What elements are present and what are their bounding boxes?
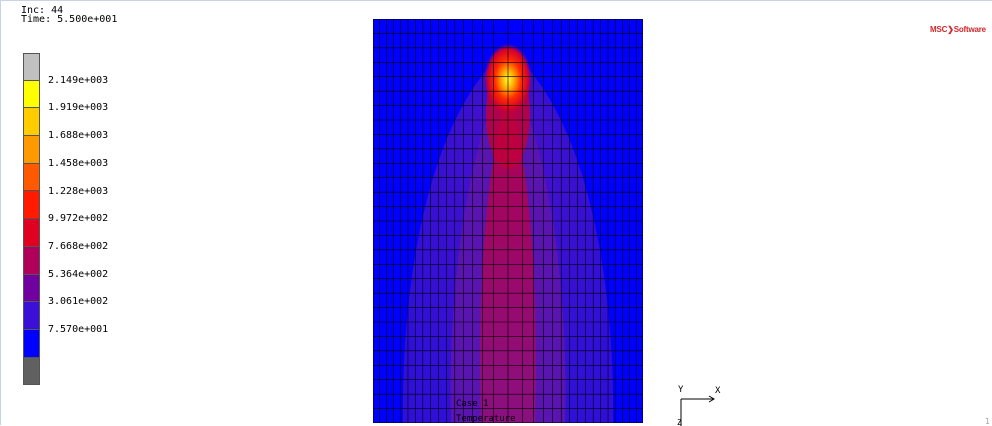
time-readout: Time: 5.500e+001: [21, 14, 117, 25]
mesh-grid: [373, 19, 643, 423]
axis-triad: Y X Z: [677, 385, 721, 426]
legend-label: 1.688e+003: [48, 130, 109, 142]
legend-swatch: [23, 219, 40, 247]
legend-swatch: [23, 246, 40, 275]
brand-suffix: Software: [953, 25, 986, 34]
msc-software-logo: MSC❯Software: [930, 25, 986, 34]
legend-swatch: [23, 357, 40, 386]
axis-y-label: Y: [678, 385, 684, 395]
inc-label: Inc:: [21, 5, 46, 16]
legend-label: 2.149e+003: [48, 74, 109, 86]
legend-swatch: [23, 191, 40, 220]
legend-swatch: [23, 108, 40, 137]
legend-label: 5.364e+002: [48, 268, 109, 280]
legend-swatch: [23, 136, 40, 164]
legend-swatch: [23, 274, 40, 303]
legend-label: 1.228e+003: [48, 185, 109, 197]
legend-label: 9.972e+002: [48, 213, 109, 225]
legend-swatch: [23, 302, 40, 330]
legend-label: 3.061e+002: [48, 296, 109, 308]
page-indicator: 1: [985, 417, 990, 426]
legend-swatch: [23, 329, 40, 358]
brand-prefix: MSC: [930, 25, 948, 34]
increment-readout: Inc: 44: [21, 5, 63, 16]
legend-label: 7.668e+002: [48, 240, 109, 252]
legend-label: 7.570e+001: [48, 324, 109, 335]
time-label: Time:: [21, 14, 52, 25]
legend-swatch: [23, 80, 40, 109]
axis-z-label: Z: [677, 418, 682, 426]
legend-label: 1.919e+003: [48, 102, 109, 114]
color-legend: [23, 53, 40, 386]
legend-swatch: [23, 163, 40, 192]
inc-value: 44: [51, 5, 64, 16]
brand-swoosh-icon: ❯: [947, 25, 954, 34]
legend-swatch: [23, 53, 40, 81]
plot-caption-variable: Temperature: [456, 414, 516, 424]
contour-mesh-plot[interactable]: [373, 19, 643, 423]
plot-caption-case: Case 1: [456, 399, 489, 409]
axis-x-label: X: [715, 386, 721, 396]
time-value: 5.500e+001: [57, 14, 118, 25]
legend-label: 1.458e+003: [48, 157, 109, 169]
